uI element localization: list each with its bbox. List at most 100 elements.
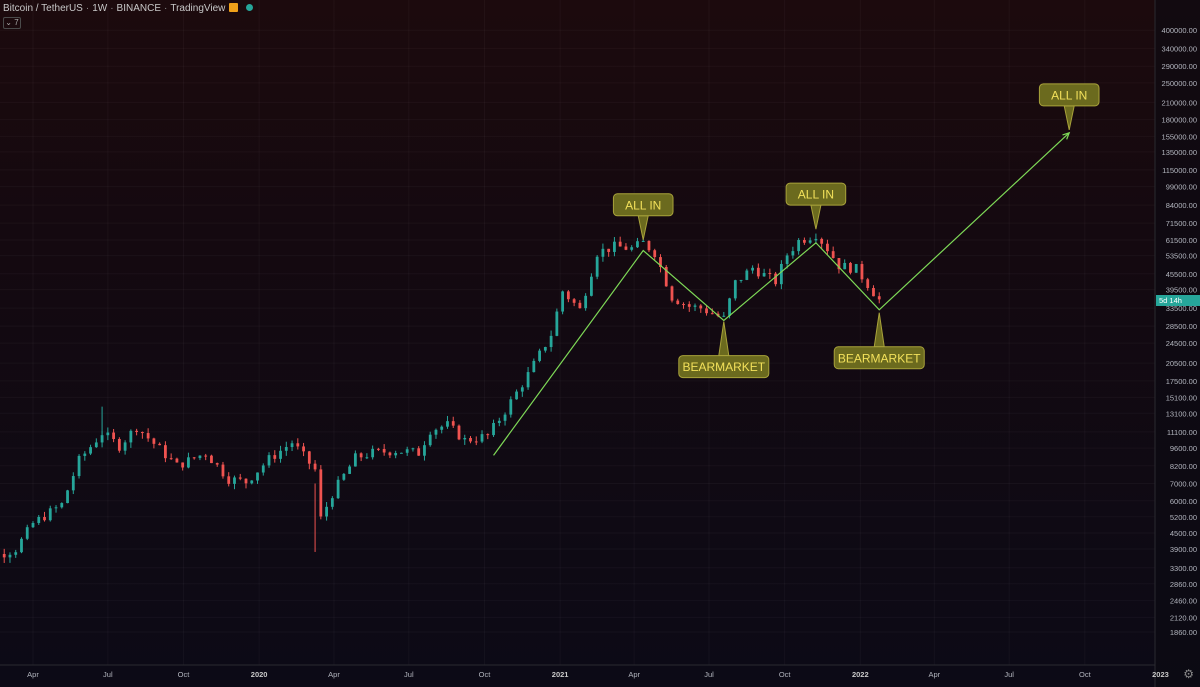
- candle-body: [71, 476, 75, 491]
- candle-body: [728, 298, 731, 316]
- candle-body: [543, 347, 547, 351]
- price-tick-label: 17500.00: [1166, 377, 1197, 386]
- candle-body: [820, 238, 824, 244]
- candle-body: [733, 280, 737, 299]
- candle-body: [872, 287, 875, 297]
- candle-body: [290, 443, 294, 448]
- candle-body: [739, 279, 743, 281]
- price-tick-label: 8200.00: [1170, 462, 1197, 471]
- candle-body: [636, 241, 639, 248]
- price-tick-label: 2120.00: [1170, 613, 1197, 622]
- candle-body: [705, 308, 708, 314]
- time-tick-label: Jul: [704, 670, 714, 679]
- callout-label[interactable]: ALL IN: [612, 193, 674, 240]
- candle-body: [756, 267, 760, 277]
- candle-body: [682, 304, 685, 306]
- callout-text: BEARMARKET: [838, 351, 921, 365]
- candle-body: [117, 439, 121, 451]
- candle-body: [37, 516, 41, 523]
- callout-label[interactable]: ALL IN: [785, 182, 847, 230]
- candle-body: [561, 291, 565, 312]
- candle-body: [653, 250, 657, 258]
- candle-body: [140, 431, 144, 434]
- source-label: TradingView: [170, 3, 226, 14]
- candle-body: [555, 311, 559, 336]
- callout-text: ALL IN: [798, 188, 834, 202]
- candle-body: [463, 437, 467, 440]
- callout-label[interactable]: ALL IN: [1038, 83, 1100, 130]
- candle-body: [215, 463, 219, 465]
- time-tick-label: Oct: [479, 670, 492, 679]
- candle-body: [866, 279, 870, 288]
- price-tick-label: 135000.00: [1162, 148, 1197, 157]
- candle-body: [745, 270, 749, 280]
- candle-body: [831, 251, 835, 259]
- flame-icon: [229, 3, 239, 12]
- candle-body: [210, 455, 213, 464]
- candle-body: [774, 273, 778, 285]
- candle-body: [83, 453, 87, 456]
- candle-body: [538, 350, 541, 361]
- callout-text: ALL IN: [1051, 88, 1087, 102]
- candle-body: [566, 291, 570, 300]
- settings-gear-icon[interactable]: ⚙: [1183, 667, 1194, 681]
- candle-body: [457, 425, 461, 440]
- candle-body: [699, 305, 703, 309]
- candle-body: [618, 241, 622, 247]
- price-tick-label: 39500.00: [1166, 286, 1197, 295]
- time-tick-label: 2020: [251, 670, 268, 679]
- candle-body: [405, 449, 409, 453]
- price-tick-label: 99000.00: [1166, 183, 1197, 192]
- candle-body: [601, 248, 605, 257]
- time-tick-label: Jul: [1004, 670, 1014, 679]
- candle-body: [837, 258, 841, 270]
- price-tick-label: 4500.00: [1170, 529, 1197, 538]
- candle-body: [589, 276, 593, 296]
- time-tick-label: Oct: [178, 670, 191, 679]
- candle-body: [664, 266, 668, 287]
- indicator-toggle[interactable]: ⌄ 7: [3, 17, 21, 29]
- callout-box: [612, 193, 674, 217]
- callout-label[interactable]: BEARMARKET: [833, 312, 925, 370]
- candle-body: [497, 420, 501, 423]
- symbol-name[interactable]: Bitcoin / TetherUS: [3, 3, 83, 14]
- candle-body: [158, 443, 162, 446]
- candle-body: [791, 251, 795, 256]
- candle-body: [135, 430, 139, 432]
- time-tick-label: Apr: [628, 670, 640, 679]
- last-price-tag: [1156, 295, 1200, 307]
- market-status-icon: [246, 4, 254, 11]
- candle-body: [279, 450, 282, 459]
- callout-box: [785, 182, 847, 206]
- candle-body: [66, 490, 69, 504]
- callout-box: [833, 346, 925, 370]
- candle-body: [192, 457, 196, 459]
- candle-body: [348, 466, 352, 474]
- candle-body: [710, 313, 714, 315]
- callout-pointer: [1063, 105, 1075, 130]
- callout-text: ALL IN: [625, 198, 661, 212]
- candle-body: [273, 455, 277, 459]
- arrow-head: [1062, 131, 1071, 140]
- price-tick-label: 7000.00: [1170, 479, 1197, 488]
- candle-body: [187, 457, 190, 468]
- callout-label[interactable]: BEARMARKET: [678, 321, 770, 379]
- symbol-header[interactable]: Bitcoin / TetherUS · 1W · BINANCE · TradingVie…: [3, 3, 254, 14]
- candle-body: [779, 263, 783, 285]
- candle-body: [123, 442, 127, 451]
- candles: [2, 233, 881, 563]
- candle-body: [238, 477, 242, 479]
- interval-label[interactable]: 1W: [92, 3, 108, 14]
- candle-body: [94, 442, 98, 448]
- candle-body: [77, 455, 81, 477]
- candle-body: [526, 372, 530, 388]
- candle-body: [440, 426, 444, 430]
- candle-body: [181, 462, 185, 468]
- candle-body: [808, 240, 812, 243]
- candle-body: [89, 447, 92, 454]
- candle-body: [474, 441, 478, 443]
- candle-body: [169, 458, 173, 460]
- price-tick-label: 33500.00: [1166, 304, 1197, 313]
